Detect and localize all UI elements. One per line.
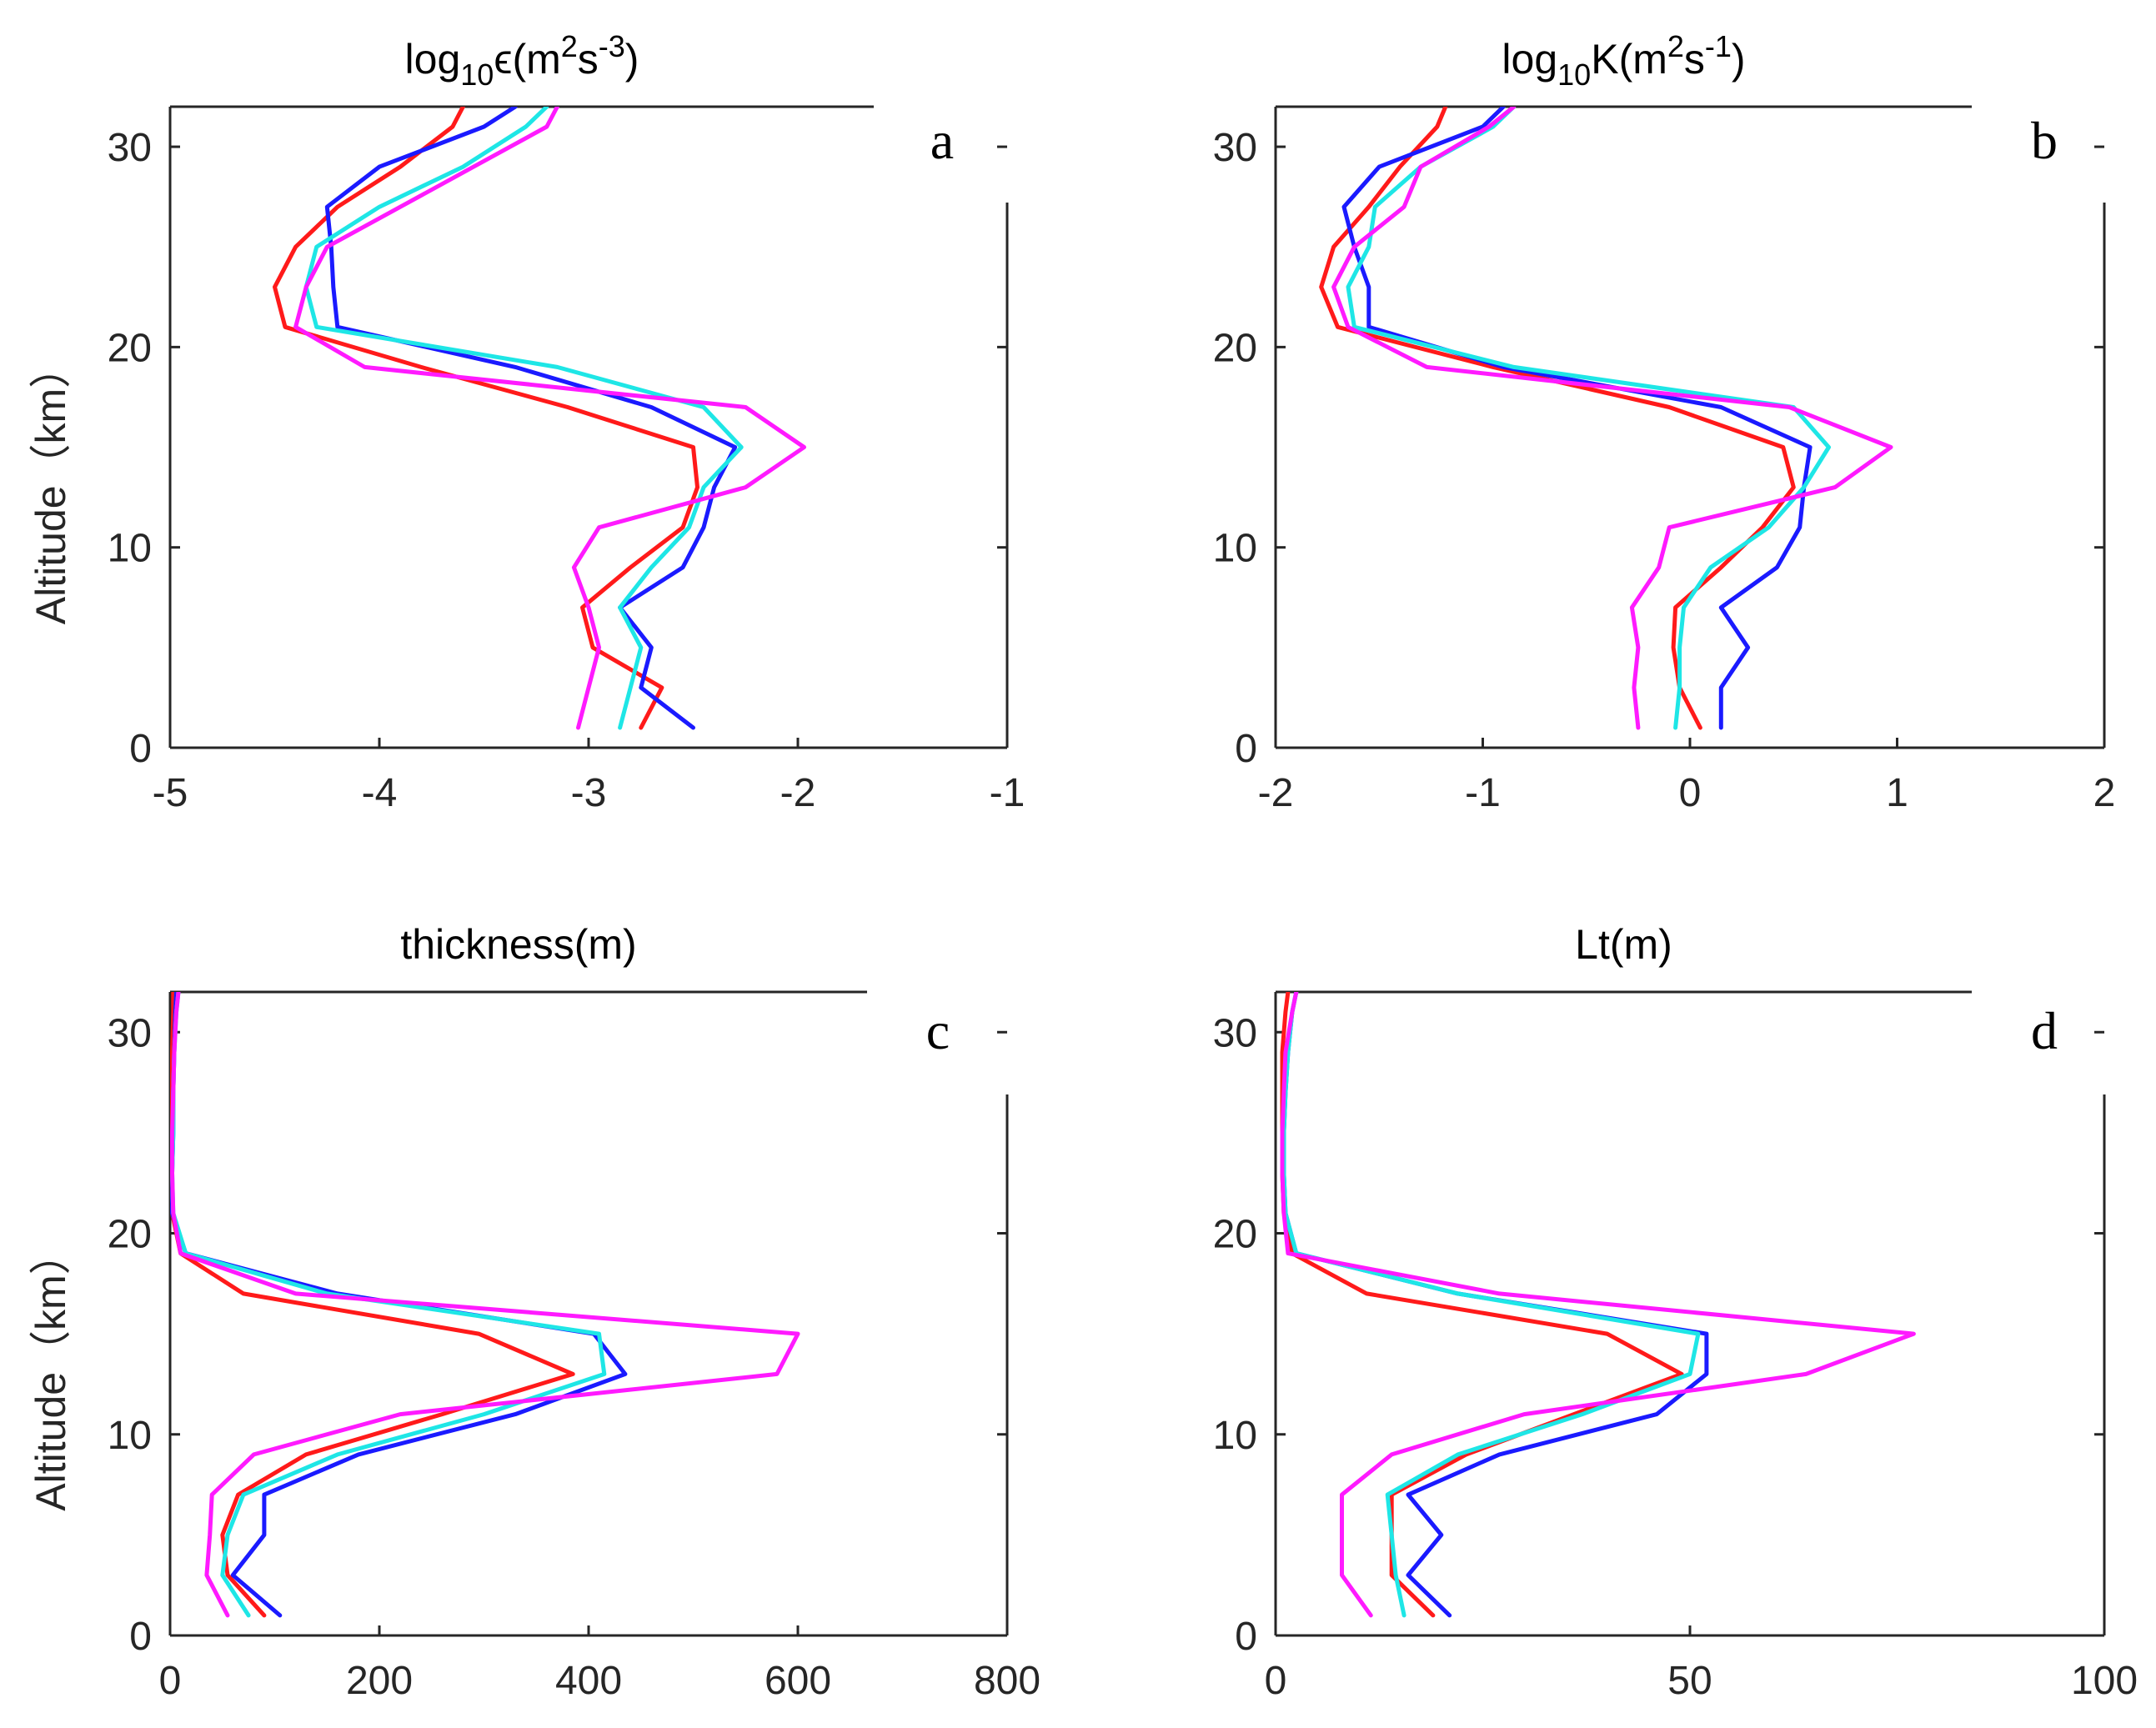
title-unit: (m [512,36,560,83]
y-axis-label: Altitude（km） [28,1233,74,1510]
y-tick-label: 20 [108,1213,152,1257]
chart-title: log10K(m2s-1) [1502,29,1745,92]
title-superscript: 2 [1667,29,1684,63]
y-tick-label: 10 [1213,527,1257,571]
panel-letter: d [2031,1001,2058,1060]
panel-letter: b [2031,111,2058,170]
y-tick-label: 0 [1235,1615,1257,1659]
series-line-red [273,107,699,730]
x-tick-label: -2 [780,771,816,815]
series-group [170,992,800,1618]
y-tick-label: 0 [1235,727,1257,771]
series-line-red [1280,992,1684,1618]
x-tick-label: -3 [571,771,607,815]
y-tick-label: 0 [129,1615,152,1659]
x-tick-label: 0 [159,1659,182,1703]
y-tick-label: 20 [1213,1213,1257,1257]
title-unit-s: s [1684,36,1705,83]
title-unit: (m [1619,36,1667,83]
title-superscript: -1 [1705,29,1732,63]
y-tick-label: 20 [1213,326,1257,370]
panel-letter: a [930,111,954,170]
title-unit-s: s [578,36,599,83]
x-tick-label: 600 [765,1659,831,1703]
title-superscript: -3 [599,29,625,63]
series-line-magenta [1280,992,1916,1618]
title-symbol: K [1591,36,1618,83]
x-tick-label: 400 [555,1659,622,1703]
x-tick-label: 200 [346,1659,413,1703]
series-group [1280,992,1916,1618]
x-tick-label: -2 [1258,771,1294,815]
title-close: ) [625,36,639,83]
chart-title: log10ϵ(m2s-3) [405,29,639,92]
y-tick-label: 10 [1213,1414,1257,1458]
series-group [273,107,806,730]
series-line-magenta [170,992,800,1618]
x-tick-label: -4 [362,771,398,815]
x-tick-label: -1 [990,771,1025,815]
x-tick-label: 1 [1886,771,1908,815]
title-subscript: 10 [460,58,494,92]
chart-title: Lt(m) [1575,921,1672,968]
y-tick-label: 10 [108,1414,152,1458]
x-tick-label: 0 [1679,771,1702,815]
y-tick-label: 30 [108,1011,152,1055]
title-log: log [1502,36,1557,83]
x-tick-label: 100 [2071,1659,2138,1703]
title-close: ) [1732,36,1746,83]
title-subscript: 10 [1557,58,1591,92]
panels: -5 -4 -3 -2 -10102030Altitude（km）log10ϵ(m2s-… [28,29,2138,1703]
series-line-cyan [303,107,744,730]
series-group [1319,107,1893,730]
y-axis-label: Altitude（km） [28,347,74,624]
chart-title: thickness(m) [400,921,636,968]
title-symbol: ϵ [494,36,512,83]
series-line-blue [324,107,738,730]
title-log: log [405,36,461,83]
x-tick-label: 0 [1265,1659,1287,1703]
series-line-red [1319,107,1796,730]
panel-a: -5 -4 -3 -2 -10102030Altitude（km）log10ϵ(m2s-… [28,29,1025,815]
title-superscript: 2 [561,29,578,63]
y-tick-label: 30 [1213,126,1257,170]
y-tick-label: 10 [108,527,152,571]
series-line-magenta [1331,107,1893,730]
x-tick-label: 50 [1667,1659,1712,1703]
x-tick-label: -1 [1465,771,1501,815]
series-line-magenta [293,107,806,730]
y-tick-label: 30 [108,126,152,170]
x-tick-label: -5 [153,771,188,815]
y-tick-label: 20 [108,326,152,370]
panel-c: 0 200 400 600 800 0 10 20 30 Altitude（km） thicknes… [28,921,1040,1703]
y-tick-label: 0 [129,727,152,771]
y-tick-label: 30 [1213,1011,1257,1055]
x-tick-label: 800 [974,1659,1040,1703]
panel-letter: c [926,1001,950,1060]
x-tick-label: 2 [2093,771,2116,815]
panel-d: 0 50 100 0 10 20 30 Lt(m) d [1213,921,2138,1703]
series-line-blue [1341,107,1813,730]
